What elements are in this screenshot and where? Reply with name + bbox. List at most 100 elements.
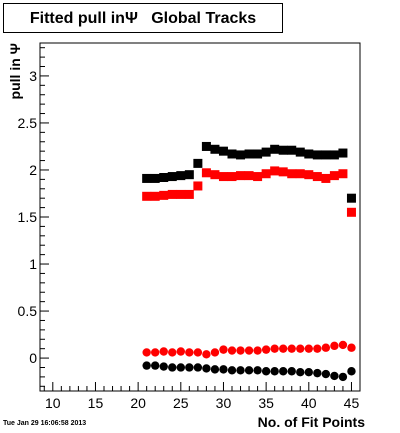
data-point-square [184,189,194,199]
data-point-square [176,189,186,199]
x-tick-label: 10 [45,395,61,411]
data-point-square [329,150,339,160]
data-point-square [159,190,169,200]
data-point-square [159,172,169,182]
data-point-circle [347,343,356,352]
data-point-circle [279,367,288,376]
data-point-square [338,148,348,158]
data-point-square [346,193,356,203]
chart-title: Fitted pull inΨ Global Tracks [29,10,257,27]
plot-frame [39,42,361,392]
data-point-circle [202,350,211,359]
data-point-circle [261,367,271,376]
data-point-circle [159,347,168,356]
data-point-square [201,141,211,151]
chart-title-box: Fitted pull inΨ Global Tracks [3,3,283,33]
data-point-square [253,172,263,182]
data-point-circle [244,366,254,375]
data-point-square [218,146,228,156]
data-point-circle [168,363,177,372]
data-point-square [167,172,177,182]
data-point-square [312,172,322,182]
data-point-square [278,145,288,155]
data-point-circle [287,367,296,376]
data-point-square [338,169,348,179]
data-point-circle [261,345,271,354]
data-point-square [210,144,220,154]
data-point-square [142,191,152,201]
data-point-square [227,149,237,159]
data-point-circle [313,368,322,378]
y-tick-label: 1 [29,256,37,272]
x-tick-label: 35 [258,395,274,411]
y-tick-label: 3 [29,68,37,84]
data-point-square [236,150,246,160]
data-point-circle [151,361,160,370]
data-point-square [261,169,271,179]
data-point-circle [244,346,254,355]
data-point-circle [304,367,313,377]
data-point-circle [321,343,331,352]
data-point-square [270,166,280,176]
data-point-circle [210,348,220,357]
x-tick-label: 30 [216,395,232,411]
data-point-circle [347,367,356,376]
data-point-square [304,149,314,159]
data-point-circle [236,346,245,355]
data-point-square [227,172,237,182]
y-tick-label: 2.5 [18,115,38,131]
data-point-square [346,207,356,217]
data-point-circle [313,344,322,353]
data-point-square [236,171,246,181]
data-point-square [150,173,160,183]
data-point-circle [159,362,168,371]
data-point-circle [219,365,228,374]
data-point-circle [253,366,262,375]
data-point-circle [210,365,220,374]
data-point-circle [338,372,348,382]
data-point-square [295,169,305,179]
y-tick-label: 2 [29,162,37,178]
x-tick-label: 40 [301,395,317,411]
data-point-square [150,191,160,201]
y-tick-label: 1.5 [18,209,38,225]
data-point-square [270,144,280,154]
x-tick-label: 15 [88,395,104,411]
y-tick-label: 0.5 [18,303,38,319]
data-point-square [278,167,288,177]
x-axis-label: No. of Fit Points [258,414,366,430]
data-point-square [193,181,203,191]
data-point-square [210,170,220,180]
data-point-circle [270,367,279,376]
data-point-square [176,171,186,181]
data-point-square [244,171,254,181]
x-tick-label: 20 [130,395,146,411]
data-point-square [253,149,263,159]
data-point-square [244,149,254,159]
data-point-square [167,189,177,199]
data-point-circle [142,348,151,357]
data-point-circle [151,348,160,357]
data-point-circle [176,363,185,372]
data-point-circle [176,347,185,356]
x-tick-label: 25 [173,395,189,411]
data-point-circle [330,371,339,381]
data-point-circle [321,369,331,379]
data-point-circle [338,340,348,350]
data-point-circle [227,366,237,375]
data-point-square [321,150,331,160]
data-point-square [201,168,211,178]
data-point-square [261,147,271,157]
data-point-circle [304,344,313,353]
y-axis-label: pull in Ψ [7,43,23,99]
data-point-square [184,170,194,180]
data-point-square [321,173,331,183]
data-point-circle [219,345,228,354]
y-tick-label: 0 [29,350,37,366]
data-point-square [329,171,339,181]
data-point-circle [270,344,279,353]
x-tick-label: 45 [344,395,360,411]
data-point-circle [185,348,194,357]
data-point-square [287,169,297,179]
